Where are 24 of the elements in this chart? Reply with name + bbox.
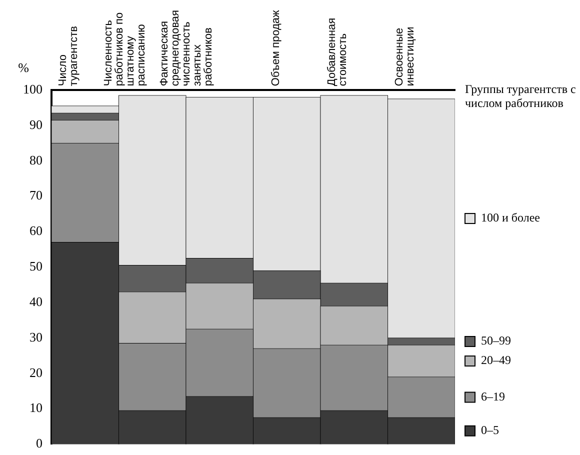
y-tick-label: 50 — [30, 258, 42, 274]
y-tick-label: 80 — [30, 152, 42, 168]
y-tick-label: 0 — [36, 436, 42, 451]
legend-title: Группы турагентств с числом работников — [465, 82, 576, 110]
y-tick-label: 30 — [30, 329, 42, 344]
legend-label: 50–99 — [481, 334, 511, 348]
y-tick-label: 100 — [23, 82, 42, 97]
y-tick-label: 10 — [30, 400, 42, 416]
y-tick-label: 20 — [30, 364, 42, 380]
x-tick-label: Численность работников по штатному расписанию — [102, 12, 148, 86]
y-tick-label: 90 — [30, 116, 42, 132]
x-tick-label: Фактическая среднегодовая численность занятых работников — [158, 10, 215, 86]
legend-label: 100 и более — [481, 210, 540, 225]
x-tick-label: Добавленная стоимость — [326, 18, 350, 86]
legend-label: 6–19 — [481, 389, 505, 404]
x-tick-label: Число турагентств — [57, 26, 80, 86]
legend-label: 20–49 — [481, 353, 511, 368]
x-tick-label: Освоенные инвестиции — [393, 26, 416, 86]
y-tick-label: 70 — [30, 188, 42, 203]
x-tick-label: Объем продаж — [270, 9, 282, 86]
y-tick-label: 60 — [30, 223, 42, 238]
y-tick-label: 40 — [30, 294, 42, 309]
y-axis-title: % — [18, 60, 30, 76]
legend-label: 0–5 — [481, 423, 499, 438]
